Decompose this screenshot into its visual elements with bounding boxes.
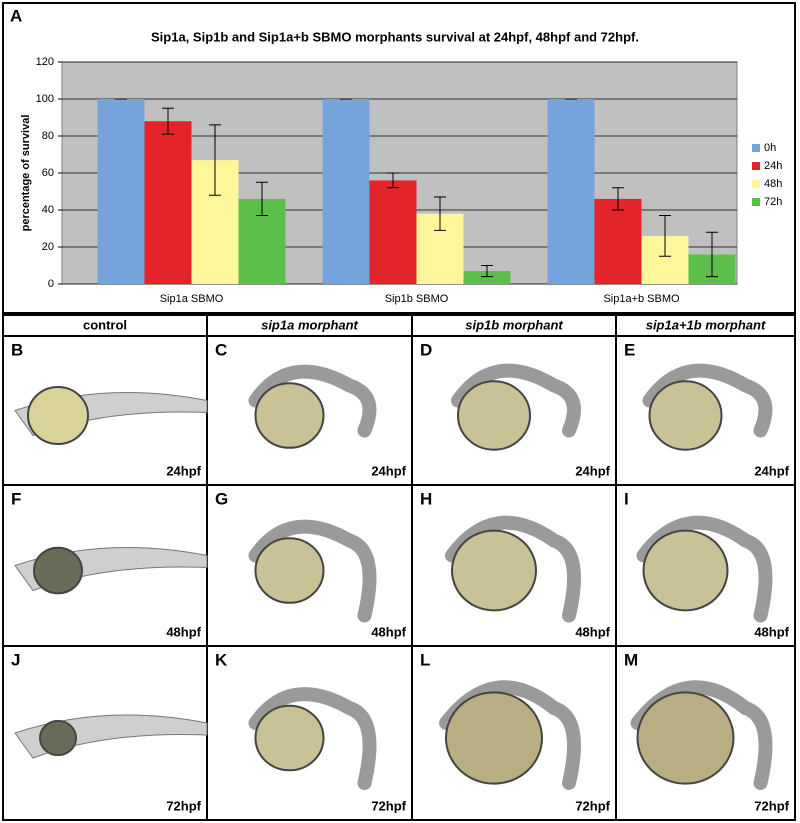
stage-label: 72hpf xyxy=(371,798,406,813)
panel-letter: C xyxy=(215,340,227,359)
x-tick-label: Sip1b SBMO xyxy=(385,293,449,305)
embryo-tail xyxy=(248,519,377,623)
bar xyxy=(369,180,417,284)
error-bar xyxy=(209,124,221,196)
embryo-yolk xyxy=(636,691,735,785)
embryo-yolk xyxy=(457,380,531,451)
embryo-tail xyxy=(451,363,581,438)
embryo-tail xyxy=(636,515,773,623)
stage-label: 24hpf xyxy=(166,463,201,478)
bar xyxy=(322,99,370,284)
legend-swatch xyxy=(752,144,760,152)
x-tick-label: Sip1a SBMO xyxy=(160,293,224,305)
legend-swatch xyxy=(752,162,760,170)
stage-label: 24hpf xyxy=(371,463,406,478)
error-bar xyxy=(256,181,268,217)
embryo-yolk xyxy=(33,546,83,595)
bar xyxy=(547,99,595,284)
embryo-tail xyxy=(642,363,773,438)
embryo-tail xyxy=(445,515,581,623)
panel-letter: A xyxy=(10,6,22,25)
bar xyxy=(97,99,145,284)
y-tick-label: 0 xyxy=(48,278,54,290)
column-header: sip1a+1b morphant xyxy=(646,317,766,332)
error-bar xyxy=(706,231,718,278)
embryo-yolk xyxy=(648,380,723,451)
error-bar xyxy=(387,172,399,189)
stage-label: 48hpf xyxy=(166,624,201,639)
column-header: control xyxy=(83,317,127,332)
panel-letter: G xyxy=(215,489,228,508)
stage-label: 48hpf xyxy=(371,624,406,639)
legend-label: 48h xyxy=(764,178,782,190)
stage-label: 48hpf xyxy=(575,624,610,639)
embryo-yolk xyxy=(445,691,543,785)
embryo-yolk xyxy=(451,529,537,612)
error-bar xyxy=(612,187,624,211)
embryo-yolk xyxy=(254,704,325,772)
grid-frame xyxy=(2,314,796,821)
panel-letter: F xyxy=(11,489,21,508)
embryo-yolk xyxy=(27,386,89,445)
plot: 0 20 40 60 80 100 120 Sip1a SBMO Sip1b SBMO Sip1a… xyxy=(36,56,783,305)
panel-letter: B xyxy=(11,340,23,359)
embryo-yolk xyxy=(642,529,729,612)
error-bar xyxy=(659,215,671,257)
y-tick-label: 60 xyxy=(42,167,54,179)
column-header: sip1b morphant xyxy=(465,317,563,332)
legend-label: 24h xyxy=(764,160,782,172)
image-grid: control sip1a morphant sip1b morphant sip1a… xyxy=(2,314,796,821)
embryo-yolk xyxy=(254,382,325,449)
y-tick-label: 120 xyxy=(36,56,54,68)
embryo-tail xyxy=(248,687,377,790)
embryo-yolk xyxy=(39,719,77,757)
panel-letter: D xyxy=(420,340,432,359)
legend-label: 72h xyxy=(764,196,782,208)
stage-label: 24hpf xyxy=(575,463,610,478)
legend-swatch xyxy=(752,198,760,206)
chart-title: Sip1a, Sip1b and Sip1a+b SBMO morphants … xyxy=(151,29,639,44)
stage-label: 48hpf xyxy=(754,624,789,639)
stage-label: 24hpf xyxy=(754,463,789,478)
bar xyxy=(144,121,192,284)
panel-a-frame xyxy=(2,2,796,314)
x-tick-label: Sip1a+b SBMO xyxy=(603,293,680,305)
panel-letter: K xyxy=(215,650,228,669)
panel-letter: L xyxy=(420,650,430,669)
error-bar xyxy=(162,107,174,135)
y-tick-label: 100 xyxy=(36,93,54,105)
panel-letter: H xyxy=(420,489,432,508)
error-bar xyxy=(434,196,446,231)
embryo-tail xyxy=(248,364,377,438)
panel-letter: I xyxy=(624,489,629,508)
panel-letter: E xyxy=(624,340,635,359)
legend-swatch xyxy=(752,180,760,188)
stage-label: 72hpf xyxy=(166,798,201,813)
y-tick-label: 40 xyxy=(42,204,54,216)
panel-letter: J xyxy=(11,650,20,669)
stage-label: 72hpf xyxy=(754,798,789,813)
legend-label: 0h xyxy=(764,142,776,154)
error-bar xyxy=(481,265,493,278)
y-axis-label: percentage of survival xyxy=(20,115,32,232)
bar xyxy=(463,271,511,284)
bar xyxy=(594,198,642,284)
stage-label: 72hpf xyxy=(575,798,610,813)
panel-letter: M xyxy=(624,650,638,669)
y-tick-label: 80 xyxy=(42,130,54,142)
column-header: sip1a morphant xyxy=(261,317,358,332)
embryo-yolk xyxy=(254,537,325,604)
y-tick-label: 20 xyxy=(42,241,54,253)
